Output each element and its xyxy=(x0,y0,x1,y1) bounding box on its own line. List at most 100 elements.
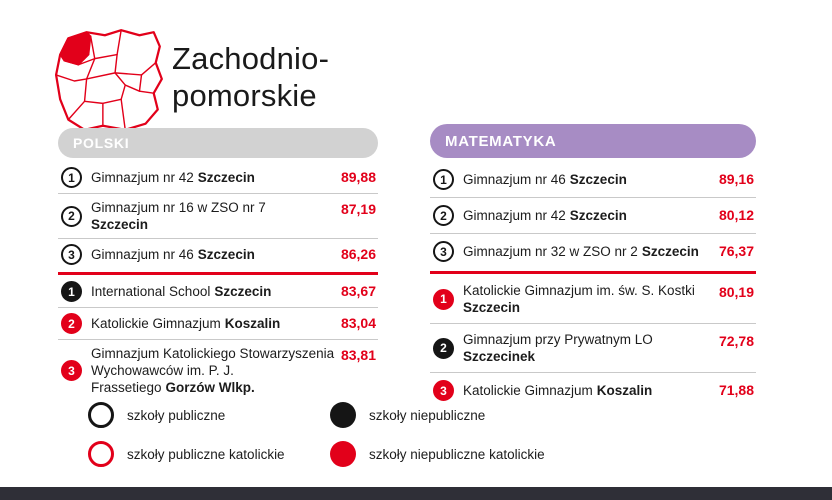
school-score: 83,04 xyxy=(340,315,376,331)
rank-badge: 2 xyxy=(433,337,454,359)
nonpublic-catholic-school-icon xyxy=(330,441,356,467)
school-name-text: Gimnazjum przy Prywatnym LO xyxy=(463,332,653,347)
legend-item-nonpublic: szkoły niepubliczne xyxy=(330,402,545,428)
page-title: Zachodnio- pomorskie xyxy=(172,40,329,114)
rank-badge: 2 xyxy=(433,205,454,226)
school-name-text: Gimnazjum nr 32 w ZSO nr 2 xyxy=(463,244,638,259)
school-name: Katolickie Gimnazjum im. św. S. Kostki Sz… xyxy=(463,282,719,316)
school-name: Gimnazjum nr 42 Szczecin xyxy=(91,169,341,186)
legend-item-public: szkoły publiczne xyxy=(88,402,330,428)
legend-label: szkoły niepubliczne katolickie xyxy=(369,446,545,462)
region-highlight xyxy=(59,31,92,66)
school-city: Koszalin xyxy=(224,316,281,331)
rank-badge: 1 xyxy=(61,281,82,302)
school-score: 83,81 xyxy=(340,347,376,363)
legend: szkoły publiczne szkoły publiczne katoli… xyxy=(88,402,545,467)
poland-map-icon xyxy=(54,29,163,131)
school-name-text: Katolickie Gimnazjum xyxy=(91,316,221,331)
school-name: Gimnazjum nr 42 Szczecin xyxy=(463,207,719,224)
school-city: Szczecin xyxy=(91,217,149,232)
school-name: International School Szczecin xyxy=(91,283,341,300)
school-name-text: Gimnazjum Katolickiego Stowarzyszenia Wy… xyxy=(91,346,335,395)
rank-badge: 1 xyxy=(433,169,454,190)
school-name: Gimnazjum nr 16 w ZSO nr 7 Szczecin xyxy=(91,199,341,233)
rank-badge: 3 xyxy=(433,380,454,401)
rank-badge: 3 xyxy=(61,360,82,381)
school-city: Szczecin xyxy=(569,208,627,223)
school-name: Gimnazjum Katolickiego Stowarzyszenia Wy… xyxy=(91,345,341,396)
list-item: 3 Gimnazjum nr 32 w ZSO nr 2 Szczecin 76,… xyxy=(430,234,756,269)
school-score: 89,88 xyxy=(340,169,376,185)
rank-badge: 1 xyxy=(433,288,454,310)
school-city: Szczecin xyxy=(214,284,272,299)
header-matematyka: MATEMATYKA xyxy=(430,124,756,158)
legend-item-nonpublic-catholic: szkoły niepubliczne katolickie xyxy=(330,441,545,467)
school-name: Gimnazjum przy Prywatnym LO Szczecinek xyxy=(463,331,719,365)
section-divider xyxy=(430,271,756,274)
legend-item-public-catholic: szkoły publiczne katolickie xyxy=(88,441,330,467)
school-city: Szczecinek xyxy=(463,349,536,364)
school-city: Szczecin xyxy=(641,244,699,259)
list-item: 1 Gimnazjum nr 42 Szczecin 89,88 xyxy=(58,162,378,194)
school-city: Szczecin xyxy=(463,300,521,315)
school-name-text: International School xyxy=(91,284,211,299)
list-item: 3 Gimnazjum nr 46 Szczecin 86,26 xyxy=(58,239,378,270)
list-item: 3 Katolickie Gimnazjum Koszalin 71,88 xyxy=(430,373,756,408)
page-title-line1: Zachodnio- xyxy=(172,41,330,76)
column-polski: POLSKI 1 Gimnazjum nr 42 Szczecin 89,88 2… xyxy=(58,128,378,401)
list-item: 3 Gimnazjum Katolickiego Stowarzyszenia … xyxy=(58,340,378,401)
list-item: 2 Gimnazjum przy Prywatnym LO Szczecinek … xyxy=(430,324,756,373)
rank-badge: 3 xyxy=(61,244,82,265)
school-name-text: Gimnazjum nr 42 xyxy=(91,170,194,185)
section-divider xyxy=(58,272,378,275)
school-score: 72,78 xyxy=(718,333,754,349)
school-score: 89,16 xyxy=(718,171,754,187)
rank-badge: 1 xyxy=(61,167,82,188)
school-name: Gimnazjum nr 46 Szczecin xyxy=(91,246,341,263)
list-item: 1 Katolickie Gimnazjum im. św. S. Kostki… xyxy=(430,275,756,324)
school-score: 80,12 xyxy=(718,207,754,223)
school-name-text: Gimnazjum nr 46 xyxy=(91,247,194,262)
list-item: 1 International School Szczecin 83,67 xyxy=(58,276,378,308)
school-score: 86,26 xyxy=(340,246,376,262)
public-catholic-school-icon xyxy=(88,441,114,467)
rank-badge: 2 xyxy=(61,313,82,334)
page-title-line2: pomorskie xyxy=(172,78,317,114)
school-city: Szczecin xyxy=(569,172,627,187)
header-polski: POLSKI xyxy=(58,128,378,158)
school-name-text: Gimnazjum nr 46 xyxy=(463,172,566,187)
school-score: 76,37 xyxy=(718,243,754,259)
school-score: 83,67 xyxy=(340,283,376,299)
school-city: Koszalin xyxy=(596,383,653,398)
legend-column-right: szkoły niepubliczne szkoły niepubliczne … xyxy=(330,402,545,467)
school-city: Szczecin xyxy=(197,170,255,185)
school-name-text: Katolickie Gimnazjum im. św. S. Kostki xyxy=(463,283,695,298)
school-name: Katolickie Gimnazjum Koszalin xyxy=(463,382,719,399)
list-item: 2 Katolickie Gimnazjum Koszalin 83,04 xyxy=(58,308,378,340)
list-item: 1 Gimnazjum nr 46 Szczecin 89,16 xyxy=(430,162,756,198)
school-name: Gimnazjum nr 46 Szczecin xyxy=(463,171,719,188)
school-score: 87,19 xyxy=(340,201,376,217)
list-item: 2 Gimnazjum nr 16 w ZSO nr 7 Szczecin 87,… xyxy=(58,194,378,239)
rank-badge: 3 xyxy=(433,241,454,262)
legend-column-left: szkoły publiczne szkoły publiczne katoli… xyxy=(88,402,330,467)
school-name: Katolickie Gimnazjum Koszalin xyxy=(91,315,341,332)
footer-bar xyxy=(0,487,832,500)
public-school-icon xyxy=(88,402,114,428)
legend-label: szkoły niepubliczne xyxy=(369,407,486,423)
list-item: 2 Gimnazjum nr 42 Szczecin 80,12 xyxy=(430,198,756,234)
school-city: Szczecin xyxy=(197,247,255,262)
legend-label: szkoły publiczne xyxy=(127,407,226,423)
school-score: 80,19 xyxy=(718,284,754,300)
school-name-text: Gimnazjum nr 42 xyxy=(463,208,566,223)
rank-badge: 2 xyxy=(61,205,82,227)
school-name-text: Katolickie Gimnazjum xyxy=(463,383,593,398)
nonpublic-school-icon xyxy=(330,402,356,428)
column-matematyka: MATEMATYKA 1 Gimnazjum nr 46 Szczecin 89,… xyxy=(430,124,756,408)
school-score: 71,88 xyxy=(718,382,754,398)
school-name: Gimnazjum nr 32 w ZSO nr 2 Szczecin xyxy=(463,243,719,260)
school-name-text: Gimnazjum nr 16 w ZSO nr 7 xyxy=(91,200,266,215)
legend-label: szkoły publiczne katolickie xyxy=(127,446,285,462)
school-city: Gorzów Wlkp. xyxy=(165,380,255,395)
